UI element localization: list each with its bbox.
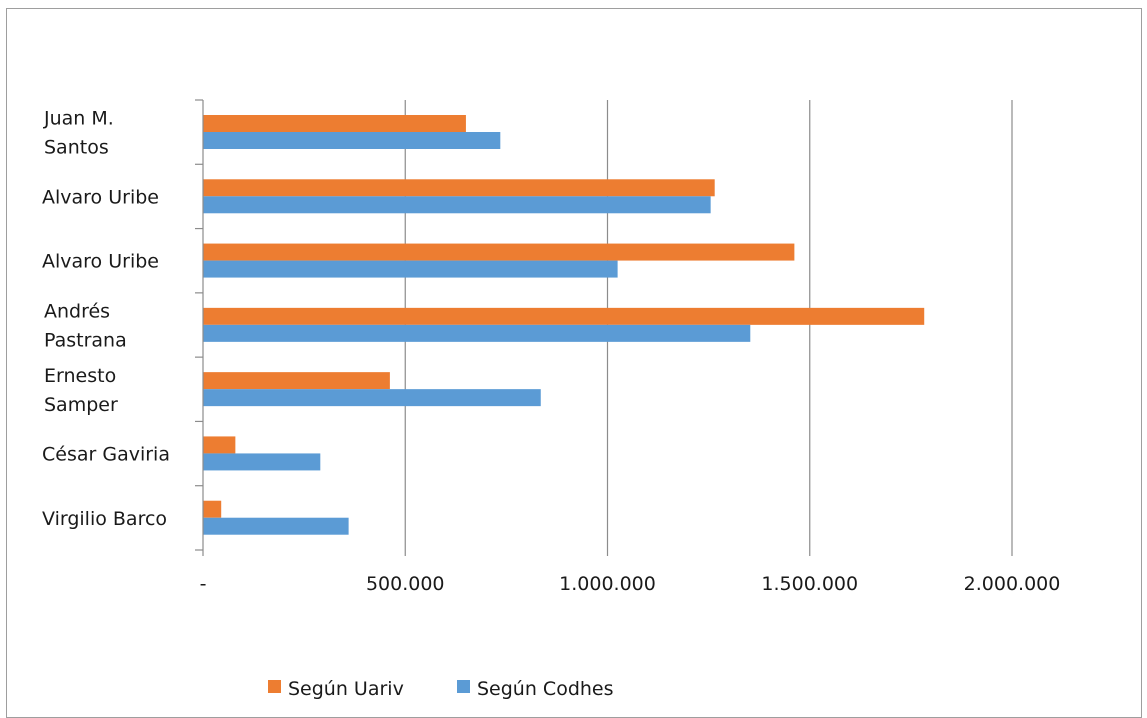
category-label-0: Juan M. Santos bbox=[43, 108, 114, 159]
legend: Según Uariv Según Codhes bbox=[268, 678, 614, 700]
value-tick-label-3: 1.500.000 bbox=[761, 573, 858, 595]
value-tick-label-0: - bbox=[200, 573, 207, 595]
bar-uariv-0 bbox=[203, 115, 466, 132]
bar-uariv-4 bbox=[203, 372, 390, 390]
labels-layer: Juan M. Santos Alvaro Uribe Alvaro Uribe And… bbox=[42, 108, 1060, 595]
category-label-3: Andrés Pastrana bbox=[44, 301, 127, 352]
chart-frame bbox=[6, 8, 1142, 718]
legend-item-uariv-swatch bbox=[268, 680, 281, 693]
category-label-1: Alvaro Uribe bbox=[42, 186, 159, 208]
legend-item-codhes-label: Según Codhes bbox=[477, 678, 614, 700]
value-tick-label-2: 1.000.000 bbox=[559, 573, 656, 595]
bar-uariv-6 bbox=[203, 500, 222, 518]
bars-layer bbox=[203, 115, 925, 535]
bar-codhes-2 bbox=[203, 260, 618, 278]
value-tick-label-4: 2.000.000 bbox=[964, 573, 1061, 595]
bar-uariv-3 bbox=[203, 307, 925, 325]
bar-codhes-1 bbox=[203, 196, 711, 214]
bar-uariv-1 bbox=[203, 179, 715, 197]
bar-codhes-6 bbox=[203, 517, 349, 535]
bar-uariv-2 bbox=[203, 243, 795, 261]
legend-item-uariv-label: Según Uariv bbox=[288, 678, 404, 700]
bar-codhes-0 bbox=[203, 132, 501, 149]
bar-codhes-3 bbox=[203, 324, 751, 342]
category-label-2: Alvaro Uribe bbox=[42, 251, 159, 273]
bar-codhes-5 bbox=[203, 453, 321, 471]
legend-item-codhes-swatch bbox=[457, 680, 470, 693]
category-label-6: Virgilio Barco bbox=[42, 508, 167, 530]
bar-uariv-5 bbox=[203, 436, 236, 454]
category-label-4: Ernesto Samper bbox=[44, 365, 118, 416]
axis-layer bbox=[195, 99, 1013, 556]
value-tick-label-1: 500.000 bbox=[366, 573, 445, 595]
bar-codhes-4 bbox=[203, 389, 541, 407]
category-label-5: César Gaviria bbox=[42, 444, 170, 466]
